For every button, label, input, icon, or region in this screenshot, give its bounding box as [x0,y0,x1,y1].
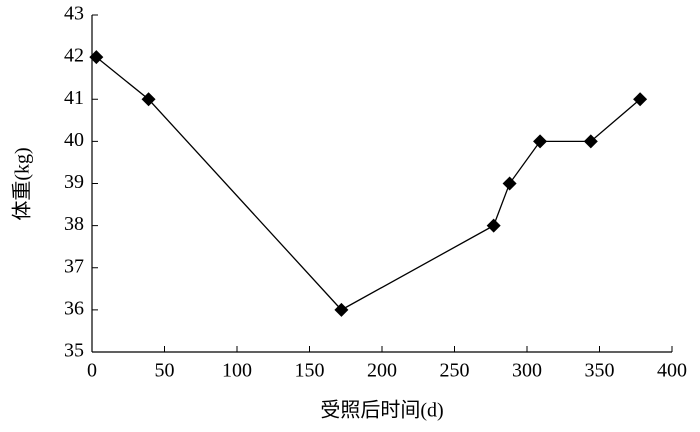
x-tick-label: 0 [87,360,97,382]
x-tick-label: 400 [657,360,687,382]
y-tick-label: 40 [64,129,84,151]
x-tick-label: 250 [440,360,470,382]
marker [141,92,156,107]
marker [89,50,104,65]
line [95,56,641,311]
y-tick-label: 38 [64,213,84,235]
y-tick-label: 42 [64,45,84,67]
x-tick-label: 150 [295,360,325,382]
marker [334,302,349,317]
y-tick-label: 41 [64,87,84,109]
y-tick-label: 36 [64,297,84,319]
y-tick-label: 37 [64,255,84,277]
y-tick-label: 35 [64,340,84,362]
x-tick-label: 200 [367,360,397,382]
marker [486,218,501,233]
x-axis-label: 受照后时间(d) [320,399,443,422]
marker [633,92,648,107]
marker [502,176,517,191]
marker [583,134,598,149]
marker [533,134,548,149]
y-tick-label: 39 [64,171,84,193]
x-tick-label: 350 [585,360,615,382]
y-tick-label: 43 [64,3,84,25]
x-tick-label: 100 [222,360,252,382]
x-tick-label: 50 [155,360,175,382]
y-axis-label: 体重(kg) [11,147,34,220]
x-tick-label: 300 [512,360,542,382]
